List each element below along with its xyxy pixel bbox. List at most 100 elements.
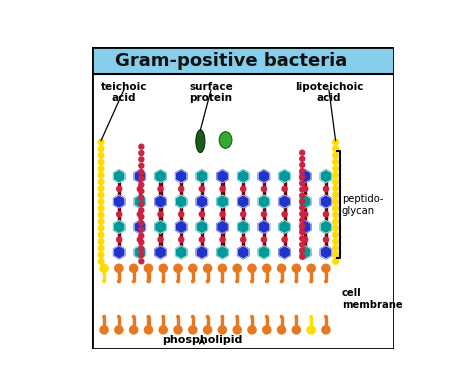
Ellipse shape [196, 130, 205, 152]
Bar [242, 232, 244, 247]
Circle shape [139, 144, 144, 149]
Circle shape [251, 280, 253, 283]
Circle shape [333, 192, 338, 198]
Circle shape [251, 316, 253, 318]
Polygon shape [196, 195, 208, 208]
Circle shape [280, 280, 283, 283]
Circle shape [179, 186, 184, 191]
Circle shape [322, 326, 330, 334]
Bar [118, 182, 120, 196]
Circle shape [233, 326, 241, 334]
Circle shape [300, 236, 305, 241]
Bar [281, 317, 283, 326]
Polygon shape [114, 195, 125, 208]
Bar [221, 272, 223, 281]
Bar [192, 272, 194, 281]
Text: surface
protein: surface protein [189, 82, 233, 103]
Circle shape [139, 240, 144, 245]
Polygon shape [300, 195, 311, 208]
Bar [139, 232, 141, 247]
Polygon shape [217, 170, 228, 183]
Polygon shape [114, 220, 125, 233]
Circle shape [139, 201, 144, 207]
Text: peptido-
glycan: peptido- glycan [342, 194, 383, 216]
Circle shape [139, 176, 144, 181]
Circle shape [103, 316, 105, 318]
Polygon shape [258, 246, 270, 259]
Circle shape [98, 152, 104, 158]
Circle shape [333, 245, 338, 251]
Polygon shape [237, 246, 249, 259]
Circle shape [117, 212, 122, 217]
Circle shape [300, 150, 305, 155]
Bar [263, 232, 265, 247]
Circle shape [177, 316, 179, 318]
Circle shape [233, 264, 241, 272]
Polygon shape [134, 220, 146, 233]
Bar [207, 272, 209, 281]
Circle shape [139, 259, 144, 264]
Circle shape [98, 192, 104, 198]
Bar [207, 317, 209, 326]
Circle shape [261, 237, 266, 242]
Circle shape [300, 199, 305, 204]
Circle shape [300, 187, 305, 192]
Circle shape [98, 258, 104, 264]
Polygon shape [279, 195, 290, 208]
Circle shape [98, 225, 104, 231]
Circle shape [282, 212, 287, 217]
Bar [221, 232, 224, 247]
Bar [201, 182, 203, 196]
Circle shape [323, 186, 328, 191]
Circle shape [139, 252, 144, 258]
Circle shape [129, 326, 138, 334]
Bar [180, 207, 182, 221]
Polygon shape [114, 170, 125, 183]
Circle shape [159, 264, 167, 272]
Circle shape [139, 163, 144, 168]
Circle shape [221, 280, 224, 283]
Circle shape [98, 179, 104, 185]
Circle shape [100, 264, 108, 272]
Polygon shape [134, 195, 146, 208]
Circle shape [147, 316, 150, 318]
Bar [159, 232, 162, 247]
Bar [263, 207, 265, 221]
Bar [325, 232, 327, 247]
Circle shape [206, 316, 209, 318]
Circle shape [145, 326, 153, 334]
Polygon shape [300, 246, 311, 259]
Polygon shape [300, 220, 311, 233]
Circle shape [132, 280, 135, 283]
Circle shape [282, 237, 287, 242]
Polygon shape [320, 246, 331, 259]
Circle shape [147, 280, 150, 283]
Circle shape [277, 264, 286, 272]
Circle shape [189, 326, 197, 334]
Circle shape [162, 280, 164, 283]
Polygon shape [279, 246, 290, 259]
Bar [251, 317, 253, 326]
Text: teichoic
acid: teichoic acid [100, 82, 147, 103]
Circle shape [300, 193, 305, 198]
Bar [177, 272, 179, 281]
Circle shape [248, 264, 256, 272]
Polygon shape [320, 195, 331, 208]
Circle shape [310, 280, 312, 283]
Bar [221, 317, 223, 326]
Bar [180, 182, 182, 196]
Circle shape [333, 172, 338, 178]
Circle shape [295, 316, 298, 318]
Bar [310, 272, 312, 281]
Polygon shape [175, 170, 187, 183]
Circle shape [236, 316, 238, 318]
Circle shape [139, 182, 144, 187]
Circle shape [220, 237, 225, 242]
Circle shape [300, 156, 305, 161]
Polygon shape [217, 246, 228, 259]
Circle shape [248, 326, 256, 334]
Circle shape [323, 237, 328, 242]
Bar [266, 317, 268, 326]
Circle shape [199, 212, 204, 217]
Bar [325, 272, 327, 281]
